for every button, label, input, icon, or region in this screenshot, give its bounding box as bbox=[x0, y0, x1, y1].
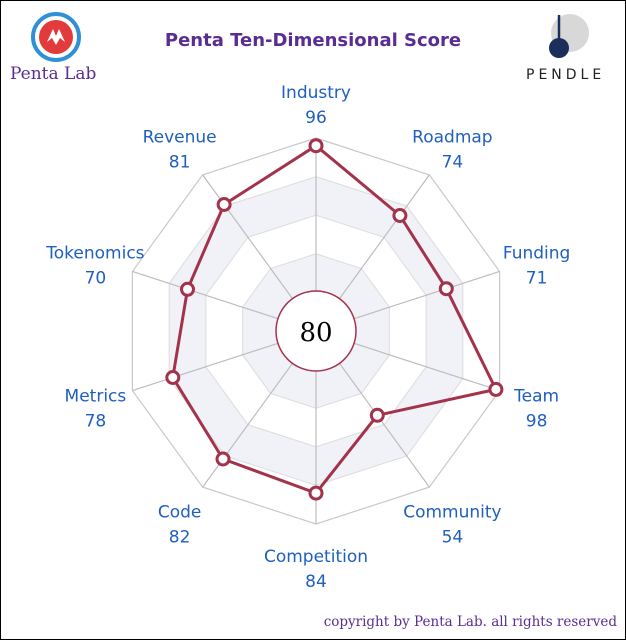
axis-label-metrics: Metrics bbox=[65, 387, 127, 407]
radar-point-competition bbox=[308, 485, 324, 501]
radar-point-industry bbox=[308, 138, 324, 154]
radar-point-revenue bbox=[216, 197, 232, 212]
radar-series bbox=[165, 138, 504, 501]
radar-point-code bbox=[215, 451, 231, 467]
value-label-metrics: 78 bbox=[85, 412, 107, 432]
radar-point-team bbox=[488, 381, 504, 397]
center-score-group: 80 bbox=[275, 290, 357, 372]
axis-label-code: Code bbox=[158, 503, 202, 523]
axis-label-tokenomics: Tokenomics bbox=[45, 243, 144, 263]
value-label-community: 54 bbox=[442, 528, 464, 548]
copyright-text: copyright by Penta Lab. all rights reser… bbox=[323, 614, 617, 630]
value-label-team: 98 bbox=[526, 412, 548, 432]
radar-point-tokenomics bbox=[180, 281, 195, 297]
value-label-industry: 96 bbox=[305, 108, 327, 128]
axis-label-team: Team bbox=[513, 387, 559, 407]
radar-point-roadmap bbox=[392, 208, 408, 223]
radar-point-metrics bbox=[165, 370, 181, 385]
value-label-code: 82 bbox=[169, 528, 191, 548]
chart-title: Penta Ten-Dimensional Score bbox=[164, 30, 462, 51]
axis-label-competition: Competition bbox=[264, 547, 368, 567]
center-score: 80 bbox=[299, 318, 332, 348]
value-label-competition: 84 bbox=[305, 572, 327, 592]
axis-label-industry: Industry bbox=[281, 83, 351, 103]
brand-right-text: PENDLE bbox=[526, 67, 606, 83]
radar-point-funding bbox=[438, 281, 454, 297]
axis-label-community: Community bbox=[403, 503, 501, 523]
axis-label-roadmap: Roadmap bbox=[412, 127, 492, 147]
axis-label-funding: Funding bbox=[503, 243, 570, 263]
value-label-tokenomics: 70 bbox=[85, 268, 107, 288]
radar-labels: Industry 96 Roadmap 74 Funding 71 Team 98 Commun… bbox=[45, 83, 570, 592]
brand-left-text: Penta Lab bbox=[10, 64, 97, 84]
axis-label-revenue: Revenue bbox=[143, 127, 217, 147]
radar-point-community bbox=[369, 407, 385, 423]
penta-lab-logo-icon bbox=[31, 12, 81, 66]
pendle-logo-icon bbox=[546, 12, 590, 66]
value-label-roadmap: 74 bbox=[442, 152, 464, 172]
value-label-revenue: 81 bbox=[169, 152, 191, 172]
center-score-circle bbox=[275, 290, 357, 372]
value-label-funding: 71 bbox=[526, 268, 548, 288]
